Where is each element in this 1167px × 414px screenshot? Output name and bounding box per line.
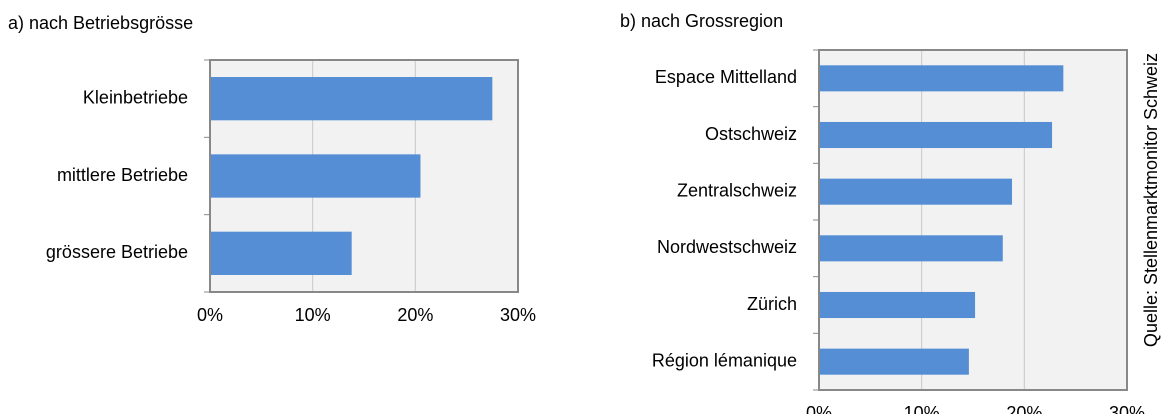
x-tick-label: 20%	[1006, 403, 1042, 414]
x-tick-label: 30%	[1109, 403, 1145, 414]
x-tick-label: 10%	[295, 305, 331, 325]
x-tick-label: 0%	[806, 403, 832, 414]
bar	[210, 231, 352, 275]
y-tick-label: Espace Mittelland	[655, 67, 797, 87]
chart-title: b) nach Grossregion	[620, 11, 783, 31]
x-tick-label: 10%	[904, 403, 940, 414]
y-tick-label: Zürich	[747, 294, 797, 314]
bar	[819, 121, 1053, 149]
y-tick-label: mittlere Betriebe	[57, 165, 188, 185]
y-tick-label: Ostschweiz	[705, 124, 797, 144]
bar	[819, 291, 976, 319]
y-tick-label: Région lémanique	[652, 350, 797, 370]
plot-border	[209, 59, 519, 293]
y-tick-label: Nordwestschweiz	[657, 237, 797, 257]
plot-area	[819, 50, 1127, 390]
bar	[819, 235, 1003, 262]
bar	[819, 65, 1064, 92]
bar	[819, 178, 1013, 205]
chart-title: a) nach Betriebsgrösse	[8, 13, 193, 33]
bar	[210, 154, 421, 198]
bar	[210, 77, 493, 121]
source-note: Quelle: Stellenmarktmonitor Schweiz	[1141, 53, 1161, 347]
x-tick-label: 20%	[397, 305, 433, 325]
plot-border	[818, 49, 1128, 391]
bar	[819, 348, 969, 375]
y-tick-label: grössere Betriebe	[46, 242, 188, 262]
x-tick-label: 30%	[500, 305, 536, 325]
y-tick-label: Kleinbetriebe	[83, 87, 188, 107]
y-tick-label: Zentralschweiz	[677, 180, 797, 200]
x-tick-label: 0%	[197, 305, 223, 325]
